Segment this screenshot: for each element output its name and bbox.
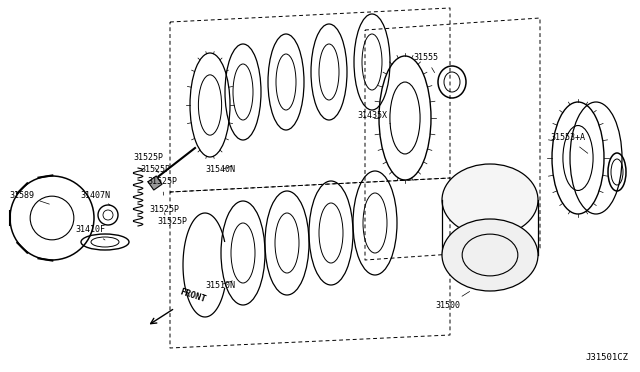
Text: 31555: 31555 — [413, 54, 438, 73]
Text: 31540N: 31540N — [205, 166, 235, 174]
Text: 31589: 31589 — [10, 190, 49, 204]
Text: 31407N: 31407N — [80, 190, 110, 205]
Text: 31435X: 31435X — [357, 110, 390, 124]
Text: J31501CZ: J31501CZ — [585, 353, 628, 362]
Text: 31410F: 31410F — [75, 225, 105, 240]
Text: 31525P: 31525P — [157, 218, 187, 227]
Polygon shape — [148, 176, 162, 190]
Text: 31510N: 31510N — [205, 280, 235, 289]
Text: 31500: 31500 — [435, 292, 470, 310]
Text: 31525P: 31525P — [149, 205, 179, 215]
Text: 31525P: 31525P — [133, 154, 163, 173]
Text: FRONT: FRONT — [179, 287, 207, 304]
Ellipse shape — [442, 164, 538, 236]
Text: 31553+A: 31553+A — [550, 134, 588, 153]
Text: 31525P: 31525P — [140, 166, 170, 183]
Text: 31525P: 31525P — [147, 177, 177, 195]
Ellipse shape — [442, 219, 538, 291]
